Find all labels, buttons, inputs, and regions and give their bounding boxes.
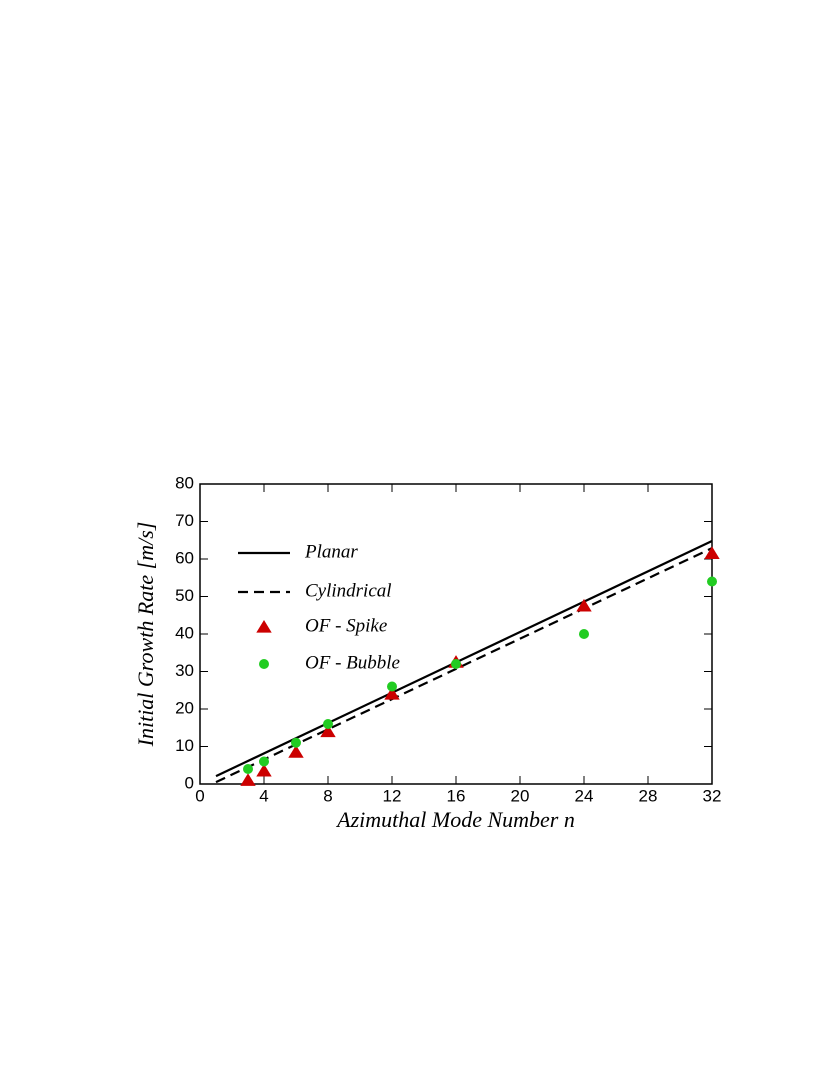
- x-tick-label: 20: [511, 786, 530, 805]
- circle-marker: [579, 629, 589, 639]
- circle-marker: [323, 719, 333, 729]
- x-tick-label: 12: [383, 786, 402, 805]
- x-tick-label: 28: [639, 786, 658, 805]
- circle-marker: [243, 764, 253, 774]
- x-tick-label: 8: [323, 786, 332, 805]
- x-tick-label: 0: [195, 786, 204, 805]
- circle-marker: [451, 659, 461, 669]
- y-tick-label: 10: [175, 736, 194, 755]
- y-tick-label: 20: [175, 698, 194, 717]
- legend-label: Planar: [304, 541, 358, 562]
- y-tick-label: 80: [175, 473, 194, 492]
- x-axis-label: Azimuthal Mode Number n: [335, 807, 575, 832]
- x-tick-label: 32: [703, 786, 722, 805]
- triangle-marker: [704, 546, 720, 559]
- circle-marker: [707, 576, 717, 587]
- triangle-marker: [576, 598, 592, 612]
- circle-marker: [259, 756, 269, 767]
- triangle-marker: [256, 763, 272, 777]
- x-tick-label: 4: [259, 786, 268, 805]
- triangle-marker: [384, 687, 400, 700]
- x-tick-label: 24: [575, 786, 594, 805]
- x-tick-label: 16: [447, 786, 466, 805]
- triangle-marker: [240, 773, 256, 786]
- series-line: [215, 547, 713, 784]
- y-tick-label: 60: [175, 548, 194, 567]
- y-tick-label: 70: [175, 511, 194, 530]
- y-tick-label: 40: [175, 623, 194, 642]
- series-line: [215, 540, 713, 778]
- triangle-marker: [256, 620, 272, 633]
- circle-marker: [387, 681, 397, 692]
- triangle-marker: [288, 745, 304, 758]
- circle-marker: [291, 737, 301, 748]
- triangle-marker: [320, 724, 336, 738]
- legend-label: OF - Spike: [305, 615, 387, 636]
- y-tick-label: 0: [185, 773, 194, 792]
- y-tick-label: 30: [175, 661, 194, 680]
- circle-marker: [259, 659, 269, 669]
- y-tick-label: 50: [175, 586, 194, 605]
- legend-label: OF - Bubble: [305, 652, 400, 673]
- y-axis-label: Initial Growth Rate [m/s]: [133, 522, 158, 748]
- plot-frame: [199, 483, 713, 785]
- legend-label: Cylindrical: [305, 580, 392, 601]
